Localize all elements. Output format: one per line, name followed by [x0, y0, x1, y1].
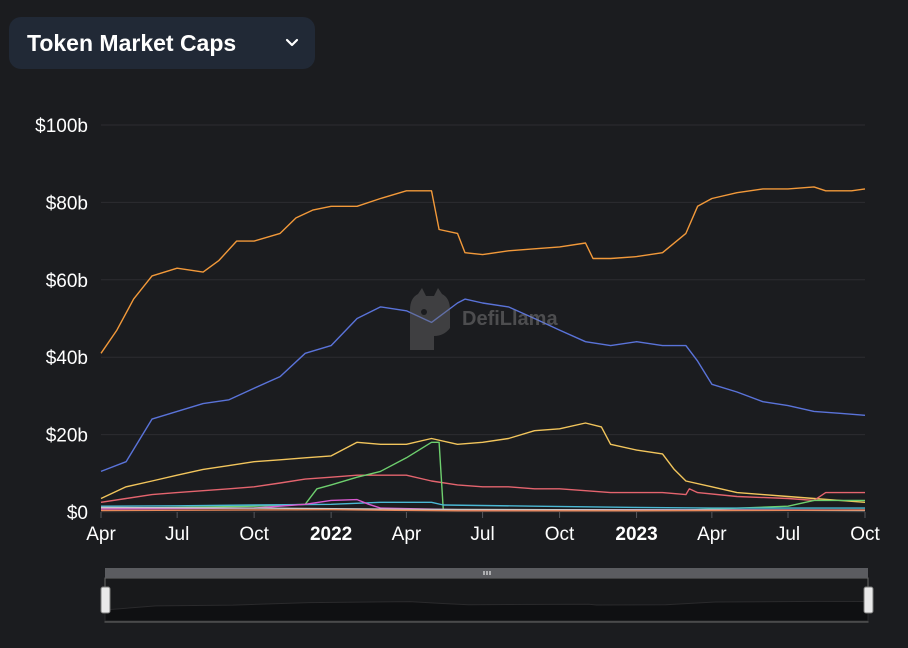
x-tick-label: Oct [850, 524, 880, 545]
y-tick-label: $0 [67, 503, 88, 524]
chevron-down-icon[interactable] [285, 37, 299, 49]
watermark-text: DefiLlama [462, 307, 558, 330]
x-tick-label: Apr [392, 524, 422, 545]
y-tick-label: $40b [46, 348, 88, 369]
series-line-3 [100, 422, 866, 503]
zoom-slider[interactable] [100, 568, 874, 623]
series-line-6 [100, 501, 865, 509]
dropdown-label: Token Market Caps [27, 29, 237, 56]
defillama-logo-icon [410, 288, 450, 350]
x-tick-label: 2023 [615, 524, 657, 545]
x-tick-label: Jul [776, 524, 800, 545]
x-tick-label: Jul [470, 524, 494, 545]
zoom-handle-left[interactable] [100, 586, 111, 614]
x-tick-label: Oct [239, 524, 269, 545]
x-tick-label: Apr [697, 524, 727, 545]
series-line-9 [100, 509, 866, 512]
defillama-watermark: DefiLlama [404, 286, 594, 352]
y-tick-label: $80b [46, 193, 88, 214]
y-tick-label: $60b [46, 271, 88, 292]
series-line-5 [100, 441, 865, 511]
y-tick-label: $100b [35, 116, 88, 137]
series-line-1 [100, 186, 866, 354]
overview-area [104, 600, 869, 622]
x-tick-label: Apr [86, 524, 116, 545]
y-tick-label: $20b [46, 426, 88, 447]
x-tick-label: Oct [545, 524, 575, 545]
zoom-handle-right[interactable] [863, 586, 874, 614]
series-lines [100, 186, 866, 512]
x-axis-ticks: Apr Jul Oct 2022 Apr Jul Oct 2023 Apr Jul Oct [86, 512, 880, 545]
token-market-caps-dropdown[interactable]: Token Market Caps [9, 17, 315, 69]
series-line-2 [100, 298, 866, 473]
x-tick-label: 2022 [310, 524, 352, 545]
grid-lines [101, 124, 865, 513]
y-axis-ticks: $0 $20b $40b $60b $80b $100b [35, 116, 88, 524]
x-tick-label: Jul [165, 524, 189, 545]
series-line-4 [100, 474, 865, 503]
